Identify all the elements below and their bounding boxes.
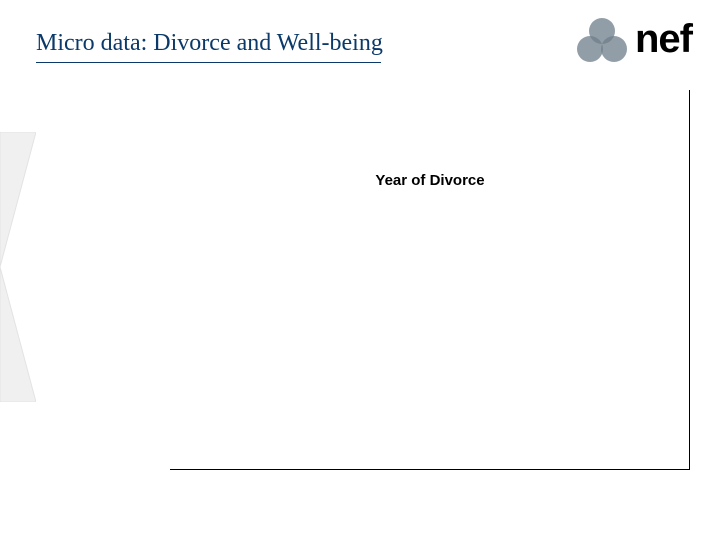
slide-title: Micro data: Divorce and Well-being [36, 30, 383, 57]
side-decoration-icon [0, 132, 36, 402]
title-underline [36, 62, 381, 63]
logo: nef [577, 18, 692, 60]
chart-title: Year of Divorce [170, 172, 690, 189]
logo-text: nef [635, 19, 692, 59]
chart-plot-area [170, 90, 690, 470]
logo-mark-icon [577, 18, 629, 60]
slide: Micro data: Divorce and Well-being nef Y… [0, 0, 720, 540]
